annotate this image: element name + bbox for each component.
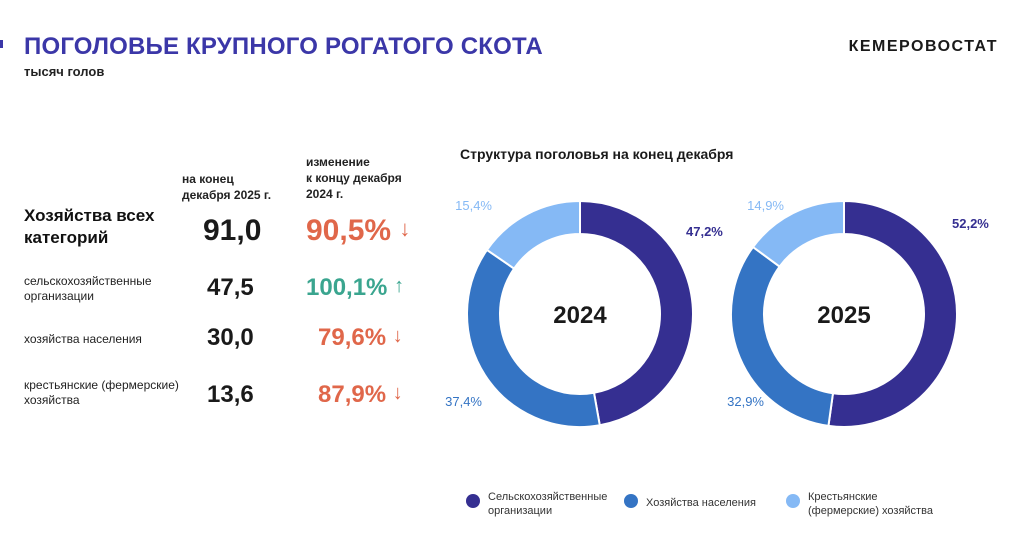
- legend-label-line-1: Хозяйства населения: [646, 497, 756, 509]
- row-label-line-1: хозяйства населения: [24, 332, 142, 346]
- change-column-header-line-1: изменение: [306, 155, 370, 169]
- change-value: 100,1%: [306, 274, 388, 301]
- change-value: 90,5%: [306, 214, 392, 247]
- row-change-households: 79,6% ↓: [318, 324, 403, 352]
- donut-slice-2024-3: [485, 199, 581, 271]
- legend-label-line-2: (фермерские) хозяйства: [808, 505, 933, 517]
- row-value-agricultural-orgs: 47,5: [207, 274, 254, 301]
- data-label-2024-1: 47,2%: [686, 224, 723, 239]
- legend-label-line-2: организации: [488, 505, 553, 517]
- donut-center-label-2024: 2024: [553, 302, 607, 329]
- row-label-line-1: сельскохозяйственные: [24, 274, 152, 288]
- row-value-all-categories: 91,0: [203, 214, 262, 247]
- legend-label: Сельскохозяйственные организации: [488, 490, 607, 518]
- arrow-down-icon: ↓: [392, 325, 403, 347]
- donut-slice-2025-1: [827, 199, 958, 428]
- change-column-header-line-3: 2024 г.: [306, 187, 344, 201]
- data-label-2025-2: 32,9%: [727, 394, 764, 409]
- legend-label-line-1: Крестьянские: [808, 491, 878, 503]
- legend-label-line-1: Сельскохозяйственные: [488, 491, 608, 503]
- value-column-header-line-2: декабря 2025 г.: [182, 188, 272, 202]
- legend-swatch: [786, 494, 800, 508]
- arrow-down-icon: ↓: [399, 216, 411, 241]
- page-title: ПОГОЛОВЬЕ КРУПНОГО РОГАТОГО СКОТА: [24, 33, 543, 60]
- arrow-up-icon: ↑: [394, 275, 405, 297]
- row-label-line-2: хозяйства: [24, 393, 80, 407]
- page-subtitle: тысяч голов: [24, 64, 105, 79]
- change-value: 79,6%: [318, 324, 387, 351]
- arrow-down-icon: ↓: [392, 382, 403, 404]
- change-column-header-line-2: к концу декабря: [306, 171, 402, 185]
- legend-label: Крестьянские (фермерские) хозяйства: [808, 490, 933, 518]
- donut-slice-2025-3: [751, 199, 845, 268]
- donut-center-label-2025: 2025: [817, 302, 870, 329]
- legend-swatch: [624, 494, 638, 508]
- change-column-header: изменение к концу декабря 2024 г.: [306, 154, 402, 202]
- row-label-all-categories: Хозяйства всех категорий: [24, 205, 154, 249]
- row-label-line-2: организации: [24, 289, 94, 303]
- row-label-line-2: категорий: [24, 228, 109, 247]
- row-change-all-categories: 90,5% ↓: [306, 214, 410, 248]
- row-value-households: 30,0: [207, 324, 254, 351]
- donut-slice-2024-1: [579, 199, 694, 427]
- row-value-farms: 13,6: [207, 381, 254, 408]
- change-value: 87,9%: [318, 381, 387, 408]
- data-label-2025-1: 52,2%: [952, 216, 989, 231]
- row-label-line-1: Хозяйства всех: [24, 206, 155, 225]
- row-label-agricultural-orgs: сельскохозяйственные организации: [24, 274, 152, 304]
- donut-slice-2024-2: [466, 248, 601, 428]
- data-label-2024-3: 15,4%: [455, 198, 492, 213]
- row-label-line-1: крестьянские (фермерские): [24, 378, 179, 392]
- value-column-header-line-1: на конец: [182, 172, 234, 186]
- data-label-2024-2: 37,4%: [445, 394, 482, 409]
- row-change-farms: 87,9% ↓: [318, 381, 403, 409]
- brand-logo-text: КЕМЕРОВОСТАТ: [848, 38, 998, 55]
- row-change-agricultural-orgs: 100,1% ↑: [306, 274, 404, 302]
- data-label-2025-3: 14,9%: [747, 198, 784, 213]
- accent-mark: [0, 40, 3, 48]
- donut-charts: 47,2% 37,4% 15,4% 2024 52,2% 32,9% 14,9% 2025: [445, 198, 989, 428]
- row-label-households: хозяйства населения: [24, 332, 142, 347]
- chart-title: Структура поголовья на конец декабря: [460, 146, 734, 162]
- row-label-farms: крестьянские (фермерские) хозяйства: [24, 378, 179, 408]
- legend-label: Хозяйства населения: [646, 496, 756, 510]
- legend-swatch: [466, 494, 480, 508]
- value-column-header: на конец декабря 2025 г.: [182, 171, 271, 203]
